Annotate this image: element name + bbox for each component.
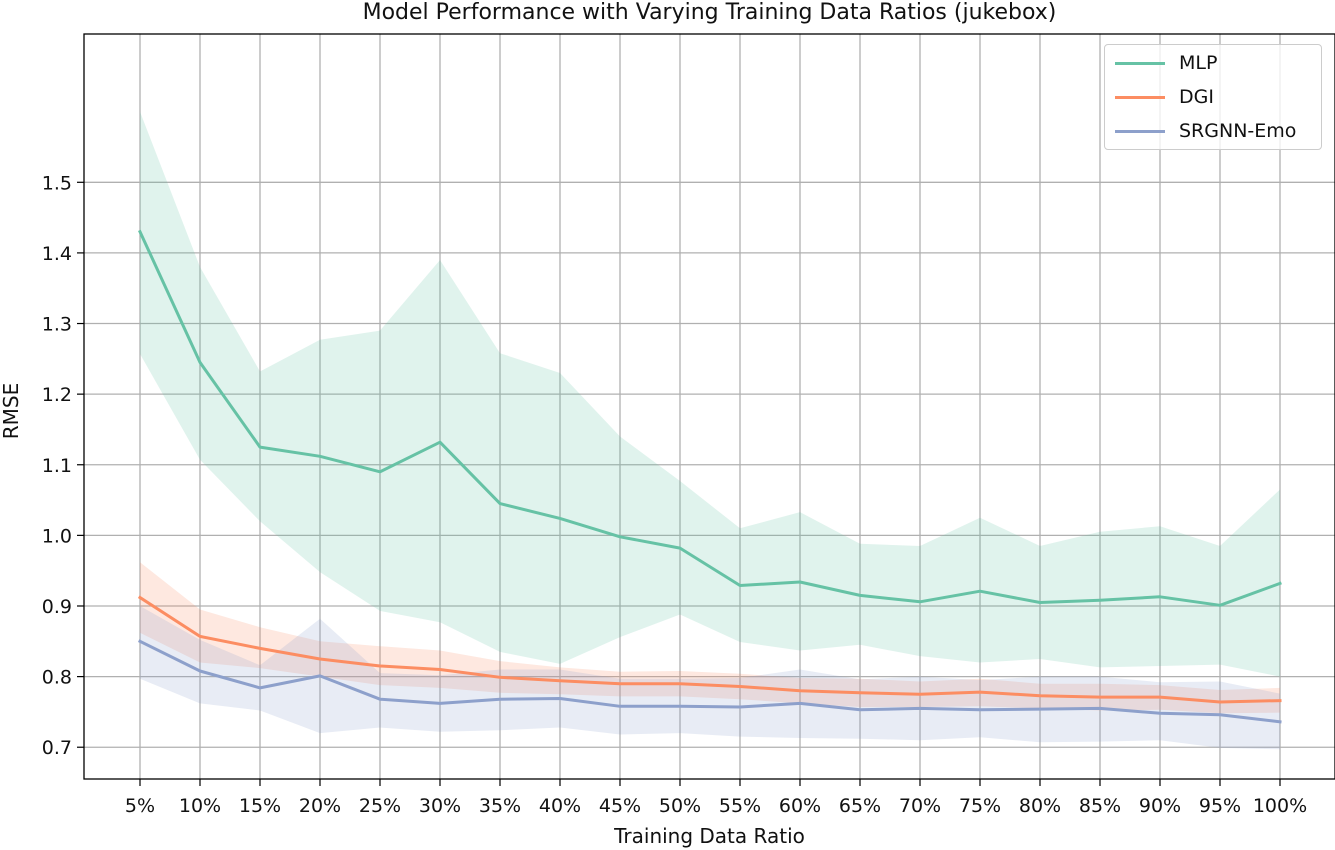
x-axis-ticks: 5% 10% 15% 20% 25% 30% 35% 40% 45% 50% 55% 60% 65% 70… — [125, 779, 1307, 817]
x-tick-label: 60% — [779, 795, 821, 817]
plot-frame — [83, 33, 1335, 780]
grid-lines — [84, 34, 1335, 779]
legend-item-dgi: DGI — [1115, 85, 1214, 109]
y-tick-label: 0.7 — [42, 737, 72, 759]
band-srgnn-emo — [140, 606, 1280, 750]
chart-title: Model Performance with Varying Training … — [362, 0, 1057, 25]
y-tick-label: 0.9 — [42, 596, 72, 618]
legend-item-mlp: MLP — [1115, 51, 1217, 75]
x-tick-label: 80% — [1019, 795, 1061, 817]
y-axis-ticks: 0.7 0.8 0.9 1.0 1.1 1.2 1.3 1.4 1.5 — [42, 172, 84, 759]
x-tick-label: 40% — [539, 795, 581, 817]
x-tick-label: 100% — [1253, 795, 1307, 817]
legend-item-srgnn-emo: SRGNN-Emo — [1115, 119, 1296, 143]
x-tick-label: 20% — [299, 795, 341, 817]
y-tick-label: 1.1 — [42, 455, 72, 477]
legend-label-mlp: MLP — [1179, 52, 1218, 74]
x-tick-label: 15% — [239, 795, 281, 817]
x-tick-label: 55% — [719, 795, 761, 817]
confidence-bands — [140, 111, 1280, 750]
legend-swatch-mlp — [1115, 61, 1165, 65]
legend-label-srgnn-emo: SRGNN-Emo — [1179, 120, 1297, 142]
y-axis-label: RMSE — [0, 382, 23, 440]
x-tick-label: 65% — [839, 795, 881, 817]
x-tick-label: 25% — [359, 795, 401, 817]
x-tick-label: 95% — [1199, 795, 1241, 817]
x-tick-label: 85% — [1079, 795, 1121, 817]
x-tick-label: 30% — [419, 795, 461, 817]
x-tick-label: 10% — [179, 795, 221, 817]
x-tick-label: 70% — [899, 795, 941, 817]
series-lines — [137, 229, 1282, 724]
y-tick-label: 1.0 — [42, 525, 72, 547]
x-tick-label: 5% — [125, 795, 155, 817]
line-dgi — [137, 595, 1282, 704]
x-tick-label: 50% — [659, 795, 701, 817]
x-tick-label: 75% — [959, 795, 1001, 817]
x-tick-label: 90% — [1139, 795, 1181, 817]
y-tick-label: 1.2 — [42, 384, 72, 406]
x-tick-label: 45% — [599, 795, 641, 817]
legend-swatch-srgnn-emo — [1115, 129, 1165, 133]
line-srgnn-emo — [137, 639, 1282, 724]
y-tick-label: 1.5 — [42, 172, 72, 194]
y-tick-label: 0.8 — [42, 667, 72, 689]
line-mlp — [138, 229, 1282, 607]
x-axis-label: Training Data Ratio — [614, 824, 805, 848]
y-tick-label: 1.3 — [42, 314, 72, 336]
band-mlp — [140, 111, 1280, 677]
legend: MLP DGI SRGNN-Emo — [1104, 44, 1322, 150]
legend-label-dgi: DGI — [1179, 86, 1214, 108]
band-dgi — [140, 562, 1280, 714]
y-tick-label: 1.4 — [42, 243, 72, 265]
x-tick-label: 35% — [479, 795, 521, 817]
legend-swatch-dgi — [1115, 95, 1165, 99]
